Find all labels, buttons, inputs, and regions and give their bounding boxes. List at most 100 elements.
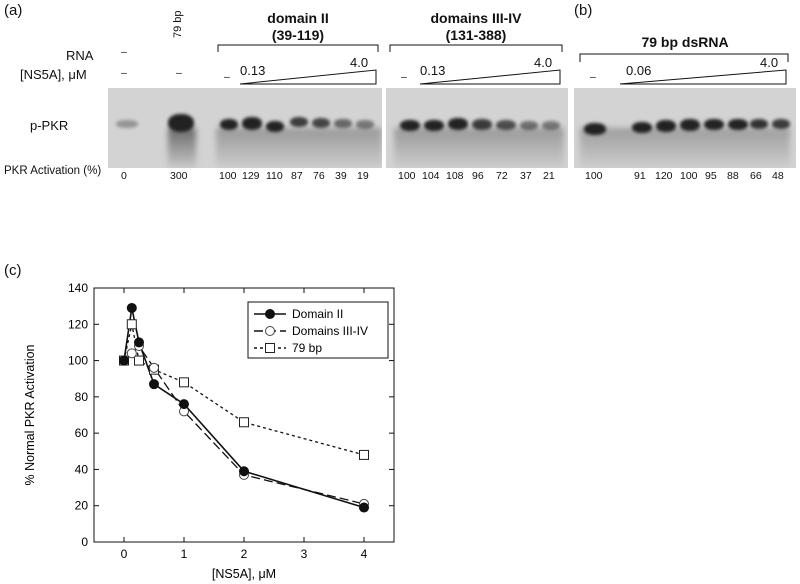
gel-smear xyxy=(168,128,196,168)
x-tick-label: 0 xyxy=(121,547,128,561)
data-point-series-1 xyxy=(126,348,137,359)
data-point-series-1 xyxy=(149,362,159,373)
gel-band xyxy=(424,120,444,131)
activation-value-domain2-5: 39 xyxy=(335,170,347,182)
gel-smear xyxy=(394,128,564,168)
data-point-series-2 xyxy=(134,355,144,366)
y-axis-label: % Normal PKR Activation xyxy=(23,344,37,485)
data-point-series-0 xyxy=(126,302,137,313)
data-point-series-0 xyxy=(119,355,129,366)
activation-value-79bp-7: 48 xyxy=(772,170,784,182)
legend-label: 79 bp xyxy=(292,341,322,355)
y-tick-label: 60 xyxy=(75,426,89,440)
y-tick-label: 140 xyxy=(68,281,88,295)
y-tick-label: 40 xyxy=(75,462,89,476)
activation-value-79bp-5: 88 xyxy=(727,170,739,182)
gel-band xyxy=(520,121,538,130)
activation-value-domain2-4: 76 xyxy=(313,170,325,182)
activation-value-domain34-5: 37 xyxy=(520,170,532,182)
y-tick-label: 20 xyxy=(75,499,89,513)
group-subtitle-domain34: (131-388) xyxy=(445,27,507,43)
gel-band xyxy=(728,119,748,130)
ramp-low-domain2: 0.13 xyxy=(240,63,266,78)
gel-band xyxy=(472,119,492,130)
gel-band xyxy=(656,120,676,132)
x-tick-label: 3 xyxy=(301,547,308,561)
activation-value-domain34-0: 100 xyxy=(398,170,416,182)
activation-value-domain34-1: 104 xyxy=(422,170,440,182)
group-title-domain34: domains III-IV xyxy=(430,10,522,26)
gel-band xyxy=(680,119,700,131)
activation-value-domain34-4: 72 xyxy=(496,170,508,182)
x-tick-label: 4 xyxy=(361,547,368,561)
gel-annotations xyxy=(217,44,789,85)
gel-band xyxy=(334,119,352,128)
bracket-domain2 xyxy=(217,44,379,52)
ramp-dash-79bp: – xyxy=(590,71,596,83)
ppkr-label: p-PKR xyxy=(30,118,69,133)
ramp-high-domain34: 4.0 xyxy=(534,55,553,70)
legend-label: Domain II xyxy=(292,307,343,321)
gel-band xyxy=(496,120,516,130)
gel-band xyxy=(632,122,652,133)
concentration-ramp-domain34 xyxy=(419,69,561,85)
ns5a-row-label: [NS5A], μM xyxy=(20,67,87,82)
data-point-series-0 xyxy=(179,399,189,410)
activation-value-domain34-6: 21 xyxy=(543,170,555,182)
gel-band xyxy=(312,118,330,128)
gel-band xyxy=(266,121,284,132)
gel-band xyxy=(542,121,560,130)
legend-marker xyxy=(265,343,275,353)
data-point-series-0 xyxy=(359,502,369,513)
activation-value-domain2-3: 87 xyxy=(291,170,303,182)
legend-marker xyxy=(265,326,275,336)
data-point-series-0 xyxy=(239,466,249,477)
rna-row-label: RNA xyxy=(66,48,94,63)
panel-label-b: (b) xyxy=(574,2,593,19)
concentration-ramp-domain2 xyxy=(239,69,377,85)
ramp-high-domain2: 4.0 xyxy=(350,55,369,70)
ramp-dash-domain34: – xyxy=(401,71,407,83)
y-tick-label: 0 xyxy=(81,535,88,549)
gel-image-a2 xyxy=(386,88,568,168)
gel-band xyxy=(116,120,138,128)
gel-band xyxy=(448,118,468,130)
gel-band xyxy=(242,117,262,130)
activation-value-79bp-4: 95 xyxy=(705,170,717,182)
data-point-series-2 xyxy=(359,449,369,460)
activation-value-79bp-2: 120 xyxy=(655,170,673,182)
activation-value-domain2-1: 129 xyxy=(242,170,260,182)
y-tick-label: 120 xyxy=(68,317,88,331)
x-tick-label: 1 xyxy=(181,547,188,561)
data-point-series-2 xyxy=(179,377,189,388)
gel-band xyxy=(356,120,374,129)
activation-row-label: PKR Activation (%) xyxy=(4,165,102,177)
legend-label: Domains III-IV xyxy=(292,324,368,338)
gel-band xyxy=(584,123,606,135)
gel-image-b xyxy=(574,88,796,168)
x-axis-label: [NS5A], μM xyxy=(212,567,276,581)
activation-value-79bp-3: 100 xyxy=(680,170,698,182)
bracket-79bp xyxy=(579,53,789,62)
gel-smear xyxy=(216,128,382,168)
activation-value-control-0: 0 xyxy=(121,170,127,182)
rna-dash-lane1: – xyxy=(121,46,127,58)
activation-value-domain34-3: 96 xyxy=(472,170,484,182)
activation-value-control-1: 300 xyxy=(170,170,188,182)
activation-value-79bp-0: 100 xyxy=(585,170,603,182)
gel-band xyxy=(750,119,768,129)
data-point-series-0 xyxy=(134,337,144,348)
gel-band xyxy=(220,119,238,130)
gel-band xyxy=(168,114,194,132)
gel-image-a xyxy=(108,88,382,168)
group-title-79bp: 79 bp dsRNA xyxy=(641,34,729,50)
gel-band xyxy=(290,117,308,127)
ramp-high-79bp: 4.0 xyxy=(760,55,779,70)
data-point-series-2 xyxy=(239,417,249,428)
ramp-low-domain34: 0.13 xyxy=(420,63,446,78)
activation-line-chart: 0 20 40 60 80 100 120 140 0 1 2 3 4 % Normal PKR Act… xyxy=(23,281,395,581)
bracket-domain34 xyxy=(389,44,563,52)
data-point-series-0 xyxy=(149,379,159,390)
group-title-domain2: domain II xyxy=(267,10,329,26)
ramp-low-79bp: 0.06 xyxy=(626,63,652,78)
